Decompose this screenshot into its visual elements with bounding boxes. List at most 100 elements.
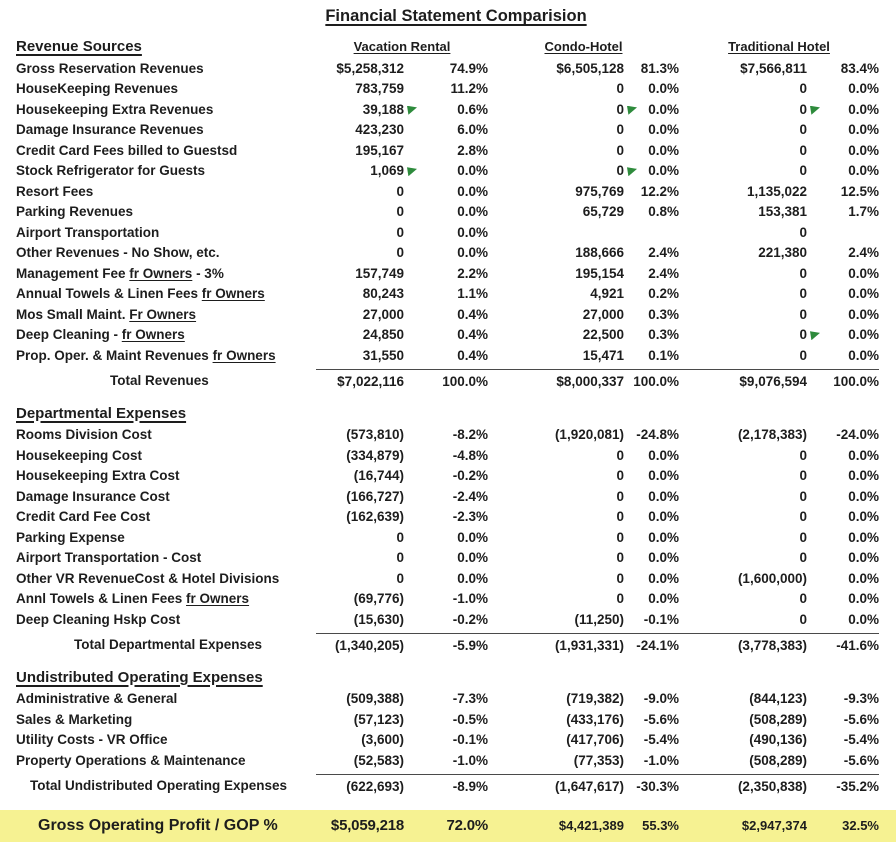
table-row: Deep Cleaning Hskp Cost (15,630) -0.2% (11,…	[16, 609, 896, 630]
value-cell: (334,879)	[316, 448, 404, 463]
percent-cell: -24.0%	[836, 427, 879, 443]
percent-cell: 0.3%	[648, 306, 679, 322]
value-text: 0	[799, 447, 807, 463]
table-row: Sales & Marketing (57,123) -0.5% (433,176) -…	[16, 709, 896, 730]
value-text: 24,850	[362, 327, 404, 343]
percent-cell: 0.0%	[457, 163, 488, 179]
value-text: (334,879)	[346, 447, 404, 463]
percent-cell: 0.0%	[848, 591, 879, 607]
value-text: 0	[799, 488, 807, 504]
value-text: 0	[616, 81, 624, 97]
value-text: (573,810)	[346, 427, 404, 443]
value-text: $7,566,811	[740, 60, 807, 76]
row-label: Airport Transportation	[16, 225, 316, 240]
value-cell: 221,380	[679, 245, 807, 260]
value-cell: 0	[488, 489, 624, 504]
value-cell: 153,381	[679, 204, 807, 219]
value-text: 39,188	[362, 101, 404, 117]
value-cell: $5,059,218	[330, 817, 404, 834]
row-label: Airport Transportation - Cost	[16, 550, 316, 565]
value-text: (433,176)	[566, 711, 624, 727]
value-cell: 0	[679, 348, 807, 363]
value-text: 0	[799, 468, 807, 484]
row-label: Damage Insurance Cost	[16, 489, 316, 504]
value-cell: (508,289)	[679, 753, 807, 768]
table-row: Property Operations & Maintenance (52,583…	[16, 750, 896, 771]
value-cell: (166,727)	[316, 489, 404, 504]
value-cell: 0	[316, 550, 404, 565]
row-label: Housekeeping Cost	[16, 448, 316, 463]
row-label: Total Undistributed Operating Expenses	[30, 778, 288, 793]
percent-cell: 0.0%	[848, 468, 879, 484]
value-text: (166,727)	[346, 488, 404, 504]
value-text: 0	[799, 327, 807, 343]
value-text: $5,258,312	[336, 60, 404, 76]
table-row: Housekeeping Cost (334,879) -4.8% 0 0.0% 0 0.0…	[16, 445, 896, 466]
percent-cell: 0.0%	[848, 101, 879, 117]
comment-marker-icon	[407, 105, 417, 115]
value-cell: (508,289)	[679, 712, 807, 727]
table-row: Other Revenues - No Show, etc. 0 0.0% 188,6…	[16, 243, 896, 264]
value-cell: 783,759	[316, 81, 404, 96]
value-text: 157,749	[355, 265, 404, 281]
value-text: 0	[616, 468, 624, 484]
value-text: 0	[799, 101, 807, 117]
value-text: 195,154	[575, 265, 624, 281]
value-text: 0	[799, 122, 807, 138]
percent-cell: -0.1%	[452, 732, 488, 748]
row-label-text: Rooms Division Cost	[16, 427, 152, 443]
value-text: 188,666	[575, 245, 624, 261]
percent-cell: 0.0%	[648, 529, 679, 545]
row-label: Management Fee fr Owners - 3%	[16, 266, 316, 281]
value-text: 423,230	[355, 122, 404, 138]
percent-cell: 1.1%	[457, 286, 488, 302]
percent-cell: -0.2%	[452, 611, 488, 627]
percent-cell: -2.4%	[452, 488, 488, 504]
percent-cell: 0.6%	[457, 101, 488, 117]
value-text: 0	[616, 163, 624, 179]
table-row: Prop. Oper. & Maint Revenues fr Owners 31…	[16, 345, 896, 366]
value-cell: (69,776)	[316, 591, 404, 606]
table-row: Mos Small Maint. Fr Owners 27,000 0.4% 27,0…	[16, 304, 896, 325]
value-text: 1,135,022	[746, 183, 807, 199]
value-cell: (16,744)	[316, 468, 404, 483]
row-label: HouseKeeping Revenues	[16, 81, 316, 96]
percent-cell: 0.0%	[648, 101, 679, 117]
percent-cell: 0.4%	[457, 327, 488, 343]
percent-cell: 0.0%	[457, 550, 488, 566]
value-text: 0	[396, 550, 404, 566]
percent-cell: 0.0%	[848, 509, 879, 525]
value-cell: 0	[488, 591, 624, 606]
table-row: Other VR RevenueCost & Hotel Divisions 0 0…	[16, 568, 896, 589]
table-row: Management Fee fr Owners - 3% 157,749 2.2%…	[16, 263, 896, 284]
value-cell: 4,921	[488, 286, 624, 301]
percent-cell: -7.3%	[452, 691, 488, 707]
value-text: 0	[616, 570, 624, 586]
row-label-text: fr Owners	[121, 327, 185, 343]
percent-cell: 100.0%	[624, 368, 679, 389]
row-label-text: Sales & Marketing	[16, 711, 133, 727]
row-label: Credit Card Fees billed to Guestsd	[16, 143, 316, 158]
column-header-row: Revenue Sources Vacation Rental Condo-Ho…	[16, 34, 896, 58]
value-cell: 0	[488, 102, 637, 117]
percent-cell: 0.0%	[457, 183, 488, 199]
percent-cell: 2.8%	[457, 142, 488, 158]
value-text: (11,250)	[574, 611, 624, 627]
percent-cell: 0.0%	[848, 142, 879, 158]
row-label-text: Property Operations & Maintenance	[16, 752, 246, 768]
value-cell: 0	[679, 101, 820, 117]
value-cell: 0	[679, 612, 807, 627]
value-cell: 0	[679, 509, 807, 524]
value-cell: 0	[679, 550, 807, 565]
percent-cell: 0.0%	[457, 529, 488, 545]
percent-cell: 0.1%	[648, 347, 679, 363]
percent-cell: -5.6%	[843, 711, 879, 727]
page-title: Financial Statement Comparision	[325, 7, 587, 25]
value-cell: (15,630)	[316, 612, 404, 627]
value-text: 0	[616, 447, 624, 463]
row-label-text: Housekeeping Cost	[16, 447, 143, 463]
row-label: Annual Towels & Linen Fees fr Owners	[16, 286, 316, 301]
row-label: Parking Revenues	[16, 204, 316, 219]
row-label-text: fr Owners	[212, 347, 276, 363]
value-cell: 0	[679, 530, 807, 545]
